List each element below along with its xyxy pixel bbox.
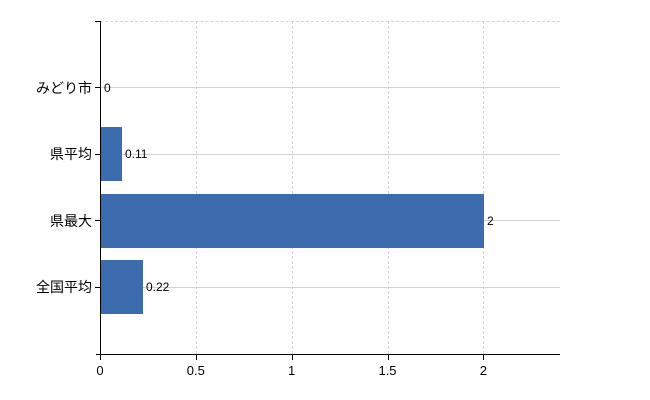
h-gridline xyxy=(100,87,560,89)
value-label: 0 xyxy=(104,80,111,95)
plot-top-border xyxy=(100,21,560,22)
v-gridline xyxy=(291,21,293,354)
category-label: 県平均 xyxy=(50,146,92,163)
x-axis-tick xyxy=(387,355,389,360)
v-gridline xyxy=(483,21,485,354)
y-axis-tick xyxy=(95,286,100,288)
x-tick-label: 0.5 xyxy=(186,363,205,378)
x-tick-label: 2 xyxy=(479,363,487,378)
bar xyxy=(101,193,484,248)
y-axis-tick xyxy=(95,220,100,222)
x-tick-label: 1.5 xyxy=(378,363,397,378)
x-axis-tick xyxy=(291,355,293,360)
h-gridline xyxy=(100,286,560,288)
y-axis-top-tick xyxy=(95,21,100,22)
y-axis-tick xyxy=(95,87,100,89)
category-label: 県最大 xyxy=(50,212,92,229)
x-axis-tick xyxy=(100,355,101,360)
value-label: 0.22 xyxy=(146,280,170,295)
x-axis-tick xyxy=(483,355,485,360)
y-axis-tick xyxy=(95,153,100,155)
h-gridline xyxy=(100,153,560,155)
value-label: 2 xyxy=(487,213,494,228)
value-label: 0.11 xyxy=(125,147,148,162)
x-tick-label: 0 xyxy=(96,363,104,378)
x-axis-tick xyxy=(195,355,197,360)
bar xyxy=(101,260,143,315)
y-axis xyxy=(100,21,101,354)
v-gridline xyxy=(195,21,197,354)
bar xyxy=(101,127,122,182)
category-label: みどり市 xyxy=(36,79,92,96)
x-tick-label: 1 xyxy=(288,363,296,378)
category-label: 全国平均 xyxy=(36,279,92,296)
x-axis xyxy=(96,354,560,355)
v-gridline xyxy=(387,21,389,354)
